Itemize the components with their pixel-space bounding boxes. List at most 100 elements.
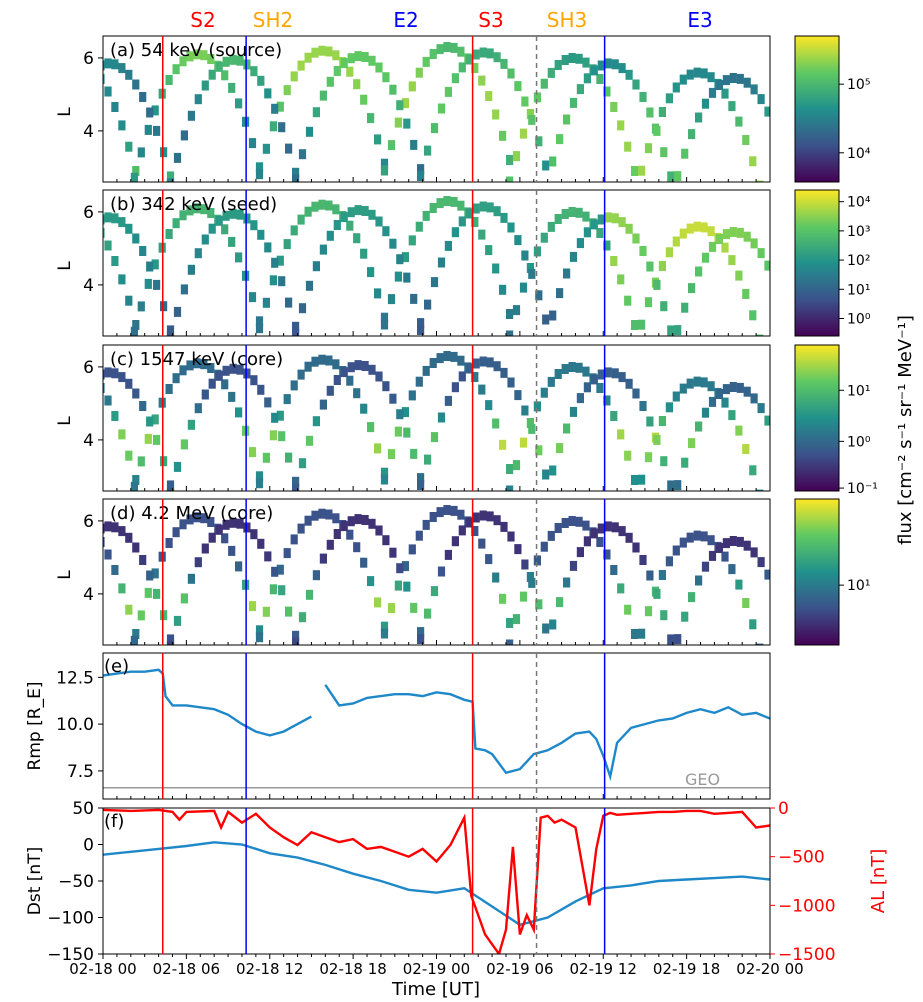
heatmap-cell [408,81,416,92]
heatmap-cell [451,73,459,84]
heatmap-cell [646,107,654,118]
heatmap-cell [430,586,439,597]
heatmap-cell [674,325,682,336]
panel-f-title: (f) [104,811,124,832]
heatmap-cell [437,566,446,577]
heatmap-cell [137,301,145,312]
heatmap-cell [757,557,765,568]
heatmap-cell [521,96,529,107]
al-series [103,808,770,954]
y-tick-label: 6 [83,512,94,532]
heatmap-cell [528,114,536,125]
heatmap-cell [708,87,717,98]
heatmap-cell [304,361,312,372]
heatmap-cell [625,378,633,389]
heatmap-cell [721,88,729,99]
heatmap-cell [153,125,161,136]
heatmap-cell [472,49,480,60]
heatmap-cell [450,351,458,362]
colorbar-tick-label: 10¹ [847,383,870,399]
heatmap-cell [222,56,230,67]
heatmap-cell [486,511,494,522]
heatmap-cell [721,551,729,562]
heatmap-cell [103,523,105,534]
heatmap-cell [631,166,639,176]
heatmap-cell [311,201,319,212]
heatmap-cell [660,147,668,158]
heatmap-cell [450,196,458,207]
heatmap-cell [631,320,639,330]
heatmap-cell [84,227,91,237]
heatmap-cell [333,375,341,385]
heatmap-cell [693,67,701,78]
heatmap-cell [235,561,243,572]
heatmap-cell [305,435,314,446]
heatmap-cell [478,75,486,86]
heatmap-cell [262,297,270,308]
heatmap-cell [132,79,140,90]
heatmap-cell [644,297,653,308]
heatmap-cell [367,422,375,433]
heatmap-cell [243,59,251,70]
heatmap-cell [292,483,300,491]
heatmap-cell [332,204,340,215]
colorbar-tick-label: 10⁴ [847,146,871,162]
heatmap-cell [519,282,528,293]
heatmap-cell [554,60,562,70]
heatmap-cell [750,238,758,249]
heatmap-cell [618,526,626,537]
heatmap-cell [693,221,701,232]
heatmap-cell [700,222,708,233]
heatmap-cell [506,618,514,628]
y-tick-label: −100 [47,909,94,929]
heatmap-cell [403,118,411,129]
heatmap-cell [118,429,126,440]
heatmap-cell [576,547,584,558]
heatmap-cell [512,151,521,162]
heatmap-cell [443,351,451,361]
heatmap-cell [443,42,451,52]
heatmap-cell [401,252,409,263]
heatmap-cell [208,532,216,543]
heatmap-cell [715,543,723,553]
heatmap-cell [332,50,340,61]
heatmap-cell [563,114,571,125]
heatmap-cell [631,629,639,639]
heatmap-cell [144,587,152,598]
heatmap-cell [729,227,737,237]
heatmap-cell [708,241,717,252]
heatmap-cell [540,78,548,89]
heatmap-cell [380,319,389,330]
heatmap-cell [526,263,534,273]
heatmap-cell [408,544,416,555]
heatmap-cell [611,59,619,70]
heatmap-cell [542,314,550,325]
heatmap-cell [526,572,534,582]
heatmap-cell [396,409,404,420]
heatmap-cell [132,542,140,553]
heatmap-cell [646,416,654,427]
heatmap-cell [257,75,265,86]
heatmap-cell [403,581,411,592]
heatmap-cell [292,167,300,178]
heatmap-cell [243,522,251,533]
heatmap-cell [429,49,437,59]
heatmap-cell [186,205,194,216]
heatmap-cell [625,532,633,543]
heatmap-cell [187,264,195,275]
heatmap-cell [139,246,147,256]
heatmap-cell [417,171,425,181]
heatmap-cell [708,396,717,407]
heatmap-cell [255,323,264,334]
heatmap-cell [764,569,770,580]
heatmap-cell [457,46,465,57]
heatmap-cell [514,390,522,401]
heatmap-cell [173,615,182,626]
colorbar-tick-label: 10¹ [847,578,870,594]
heatmap-cell [756,180,764,182]
heatmap-cell [375,525,383,536]
heatmap-cell [387,449,396,460]
heatmap-cell [632,79,640,90]
heatmap-cell [118,274,126,285]
heatmap-cell [625,69,633,80]
